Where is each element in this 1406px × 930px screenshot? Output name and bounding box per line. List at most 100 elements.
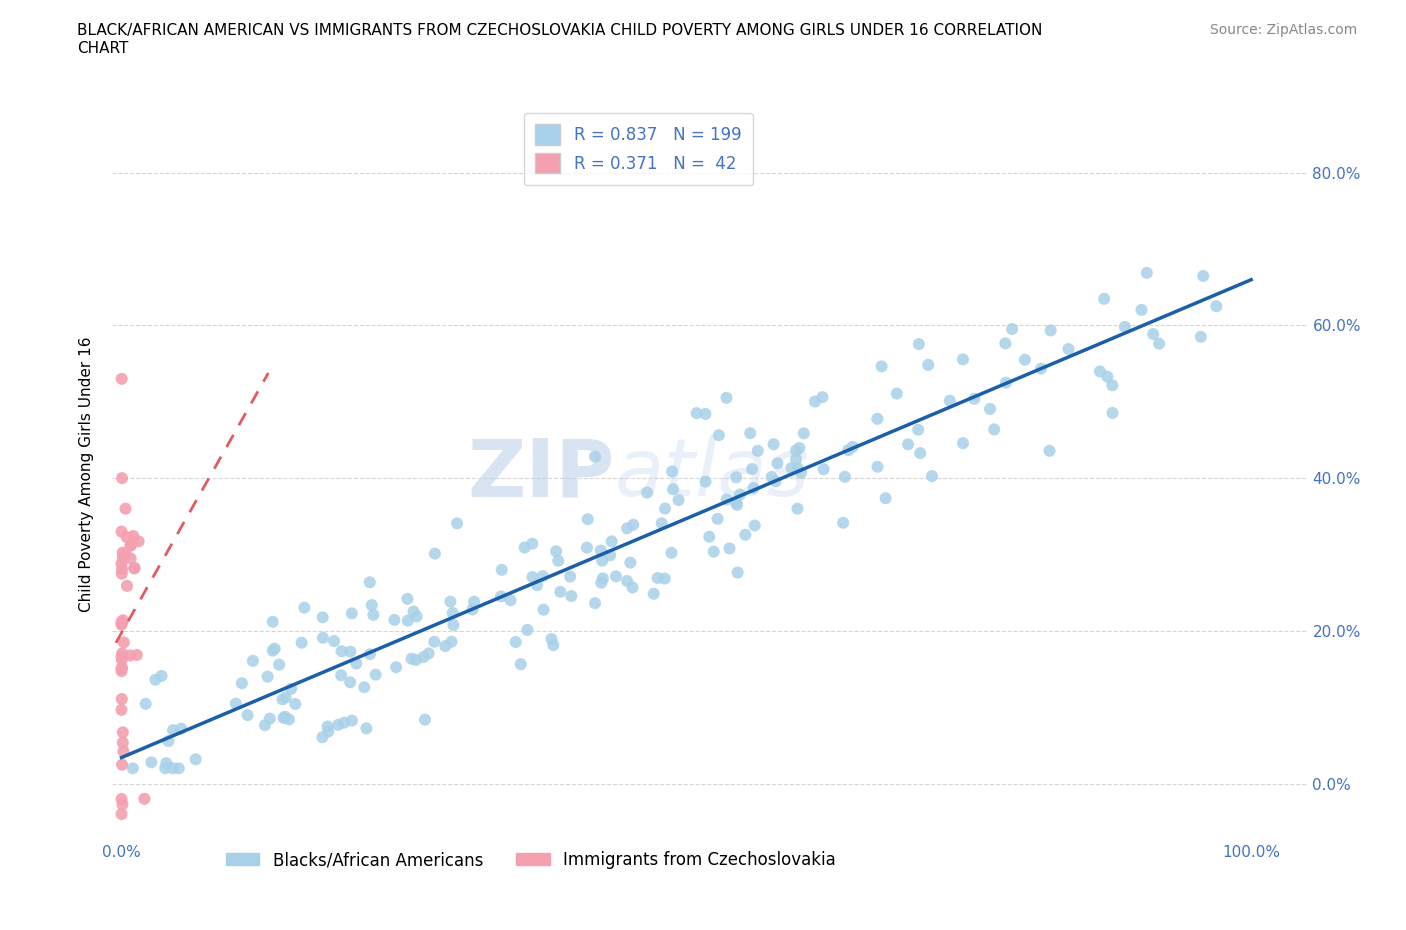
Point	[600, 534, 623, 549]
Point	[111, 471, 134, 485]
Point	[446, 516, 468, 531]
Point	[533, 603, 555, 618]
Point	[236, 708, 259, 723]
Point	[963, 392, 986, 406]
Point	[841, 439, 863, 454]
Point	[654, 571, 676, 586]
Point	[866, 459, 889, 474]
Point	[522, 537, 544, 551]
Point	[616, 521, 638, 536]
Point	[128, 534, 150, 549]
Point	[668, 493, 690, 508]
Point	[661, 545, 683, 560]
Point	[516, 622, 538, 637]
Point	[162, 761, 184, 776]
Point	[110, 664, 132, 679]
Point	[112, 635, 135, 650]
Point	[716, 492, 738, 507]
Point	[155, 756, 177, 771]
Point	[292, 600, 315, 615]
Point	[405, 653, 427, 668]
Point	[685, 405, 707, 420]
Point	[921, 469, 943, 484]
Point	[765, 474, 787, 489]
Point	[440, 634, 463, 649]
Point	[401, 651, 423, 666]
Point	[330, 644, 353, 658]
Point	[560, 589, 582, 604]
Point	[340, 713, 363, 728]
Point	[134, 791, 156, 806]
Point	[766, 456, 789, 471]
Point	[725, 498, 748, 512]
Point	[695, 406, 717, 421]
Point	[1092, 291, 1115, 306]
Point	[333, 715, 356, 730]
Point	[339, 644, 361, 659]
Point	[111, 562, 134, 577]
Point	[110, 661, 132, 676]
Point	[952, 435, 974, 450]
Point	[110, 556, 132, 571]
Point	[643, 586, 665, 601]
Text: Source: ZipAtlas.com: Source: ZipAtlas.com	[1209, 23, 1357, 37]
Point	[274, 690, 297, 705]
Point	[747, 444, 769, 458]
Point	[412, 650, 434, 665]
Point	[1088, 364, 1111, 379]
Point	[111, 371, 134, 386]
Point	[111, 646, 134, 661]
Point	[583, 596, 606, 611]
Point	[463, 594, 485, 609]
Point	[1136, 265, 1159, 280]
Point	[323, 633, 346, 648]
Point	[785, 452, 807, 467]
Point	[939, 393, 962, 408]
Point	[145, 672, 167, 687]
Point	[790, 465, 813, 480]
Point	[120, 648, 142, 663]
Point	[832, 515, 855, 530]
Point	[550, 584, 572, 599]
Point	[742, 481, 765, 496]
Point	[122, 528, 145, 543]
Point	[725, 470, 748, 485]
Point	[505, 634, 527, 649]
Point	[811, 390, 834, 405]
Point	[1097, 369, 1119, 384]
Point	[785, 443, 807, 458]
Point	[121, 761, 143, 776]
Point	[111, 757, 134, 772]
Point	[1039, 323, 1062, 338]
Point	[703, 544, 725, 559]
Point	[110, 806, 132, 821]
Point	[253, 718, 276, 733]
Point	[259, 711, 281, 726]
Point	[170, 721, 193, 736]
Point	[621, 580, 644, 595]
Point	[540, 631, 562, 646]
Point	[184, 751, 207, 766]
Point	[837, 443, 859, 458]
Point	[875, 491, 897, 506]
Point	[162, 723, 184, 737]
Point	[111, 652, 134, 667]
Point	[316, 724, 339, 739]
Point	[360, 598, 382, 613]
Point	[423, 634, 446, 649]
Point	[804, 394, 827, 409]
Point	[619, 555, 641, 570]
Point	[359, 646, 381, 661]
Point	[120, 551, 142, 566]
Point	[780, 460, 803, 475]
Point	[1205, 299, 1227, 313]
Point	[328, 717, 350, 732]
Point	[316, 719, 339, 734]
Point	[576, 512, 599, 526]
Point	[120, 538, 142, 552]
Point	[786, 501, 808, 516]
Point	[225, 697, 247, 711]
Point	[870, 359, 893, 374]
Point	[707, 428, 730, 443]
Point	[111, 736, 134, 751]
